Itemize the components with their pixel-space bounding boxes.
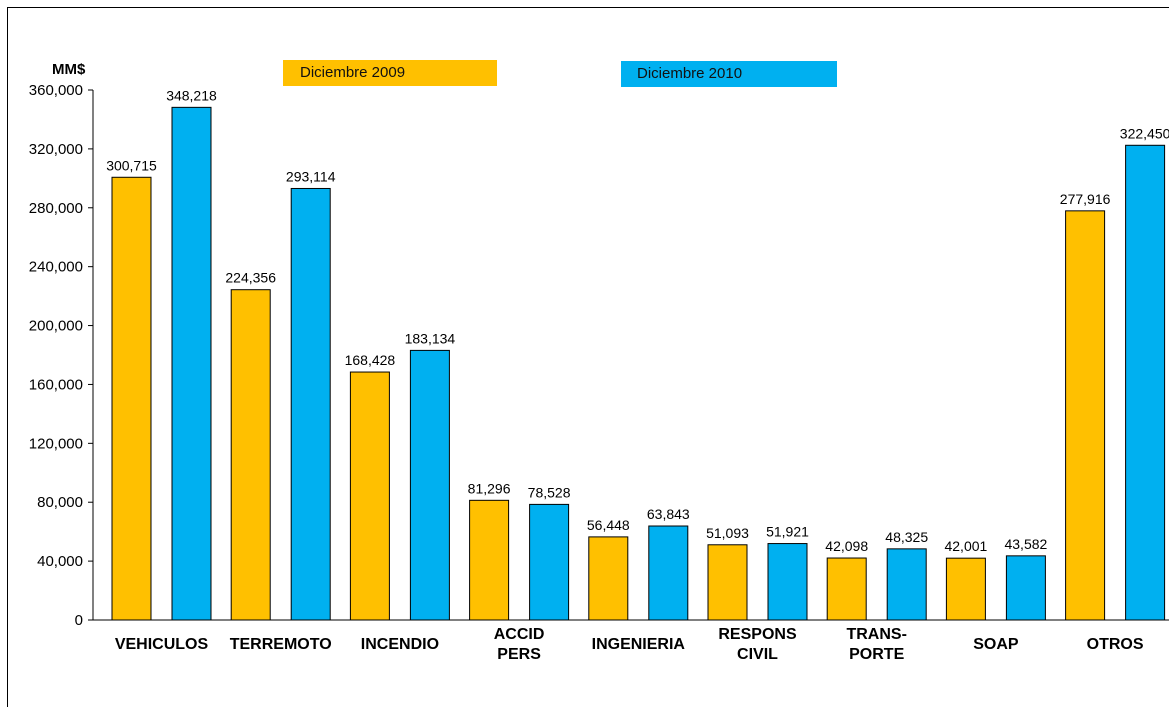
data-label: 277,916 xyxy=(1060,191,1111,207)
bar xyxy=(1005,555,1046,621)
bar xyxy=(945,557,986,621)
legend-item-2009: Diciembre 2009 xyxy=(283,60,497,86)
bar xyxy=(826,557,867,621)
category-label: CIVIL xyxy=(737,646,778,663)
category-label: ACCID xyxy=(494,626,545,643)
y-tick-label: 160,000 xyxy=(29,376,83,393)
bar xyxy=(767,543,808,621)
category-label: TRANS- xyxy=(846,626,906,643)
chart-frame xyxy=(7,7,1169,707)
data-label: 78,528 xyxy=(528,484,571,500)
y-tick-label: 280,000 xyxy=(29,200,83,217)
bar xyxy=(588,536,629,621)
bar xyxy=(886,548,927,621)
data-label: 51,093 xyxy=(706,525,749,541)
y-tick-label: 0 xyxy=(75,612,83,629)
data-label: 322,450 xyxy=(1120,125,1169,141)
bar xyxy=(290,187,331,621)
data-label: 56,448 xyxy=(587,517,630,533)
data-label: 48,325 xyxy=(885,529,928,545)
data-label: 293,114 xyxy=(286,168,336,184)
y-axis-title: MM$ xyxy=(52,61,86,78)
category-label: TERREMOTO xyxy=(230,636,332,653)
y-tick-label: 320,000 xyxy=(29,141,83,158)
category-label: PERS xyxy=(497,646,541,663)
data-label: 300,715 xyxy=(106,157,157,173)
category-label: INCENDIO xyxy=(361,636,439,653)
data-label: 183,134 xyxy=(405,330,456,346)
bar xyxy=(171,106,212,621)
bar xyxy=(707,544,748,621)
data-label: 168,428 xyxy=(345,352,396,368)
data-label: 348,218 xyxy=(166,87,217,103)
bar xyxy=(1125,144,1166,621)
data-label: 42,001 xyxy=(944,538,987,554)
y-tick-label: 120,000 xyxy=(29,435,83,452)
data-label: 81,296 xyxy=(468,480,511,496)
bar xyxy=(349,371,390,621)
legend-label-2010: Diciembre 2010 xyxy=(637,65,743,82)
data-label: 43,582 xyxy=(1004,536,1047,552)
data-label: 224,356 xyxy=(225,270,276,286)
y-tick-label: 200,000 xyxy=(29,318,83,335)
y-tick-label: 240,000 xyxy=(29,259,83,276)
y-tick-label: 80,000 xyxy=(37,494,83,511)
data-label: 51,921 xyxy=(766,524,809,540)
data-label: 63,843 xyxy=(647,506,690,522)
category-label: PORTE xyxy=(849,646,904,663)
y-tick-label: 360,000 xyxy=(29,82,83,99)
bar xyxy=(469,499,510,621)
data-label: 42,098 xyxy=(825,538,868,554)
category-label: SOAP xyxy=(973,636,1019,653)
y-tick-label: 40,000 xyxy=(37,553,83,570)
bar xyxy=(1065,210,1106,621)
bar xyxy=(648,525,689,621)
bar xyxy=(409,349,450,621)
category-label: VEHICULOS xyxy=(115,636,209,653)
bar xyxy=(111,176,152,621)
category-label: OTROS xyxy=(1087,636,1144,653)
category-label: INGENIERIA xyxy=(592,636,686,653)
legend-item-2010: Diciembre 2010 xyxy=(621,61,837,87)
bar xyxy=(529,503,570,621)
bar xyxy=(230,289,271,621)
legend-label-2009: Diciembre 2009 xyxy=(300,64,406,81)
category-label: RESPONS xyxy=(718,626,797,643)
